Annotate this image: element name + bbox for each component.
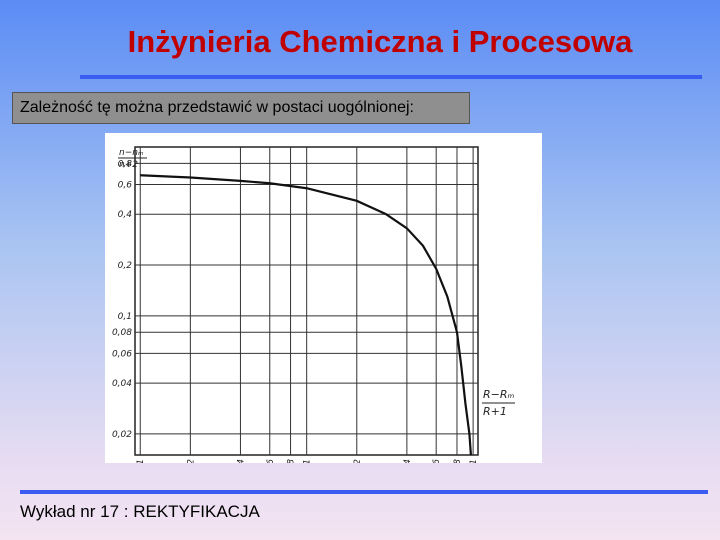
x-tick-label: 0,08 bbox=[287, 459, 297, 463]
x-tick-label: 0,2 bbox=[353, 459, 363, 463]
y-tick-label: 0,04 bbox=[112, 379, 132, 389]
x-tick-label: 0,6 bbox=[432, 459, 442, 463]
footer-rule bbox=[20, 490, 708, 494]
x-tick-label: 1 bbox=[469, 459, 479, 463]
y-tick-label: 0,2 bbox=[118, 261, 133, 271]
x-label-numerator: R−Rₘ bbox=[483, 388, 515, 401]
x-tick-label: 0,4 bbox=[403, 459, 413, 463]
y-label-numerator: n−nₘ bbox=[119, 148, 144, 158]
footer: Wykład nr 17 : REKTYFIKACJA bbox=[20, 502, 260, 521]
y-tick-label: 0,6 bbox=[118, 180, 133, 190]
x-tick-label: 0,8 bbox=[453, 459, 463, 463]
y-tick-label: 0,4 bbox=[118, 210, 133, 220]
x-tick-label: 0,1 bbox=[303, 459, 313, 463]
curve bbox=[140, 174, 473, 456]
y-label-denominator: n+2 bbox=[119, 160, 138, 170]
subtitle-box: Zależność tę można przedstawić w postaci… bbox=[12, 92, 470, 124]
title-rule bbox=[80, 75, 702, 79]
chart-background bbox=[105, 133, 542, 463]
slide-title: Inżynieria Chemiczna i Procesowa bbox=[127, 24, 633, 59]
x-label-denominator: R+1 bbox=[483, 405, 507, 418]
x-tick-label: 0,02 bbox=[186, 459, 196, 463]
y-tick-label: 0,02 bbox=[112, 430, 132, 440]
x-tick-label: 0,04 bbox=[236, 459, 246, 463]
y-tick-label: 0,1 bbox=[118, 312, 132, 322]
y-tick-label: 0,06 bbox=[112, 349, 132, 359]
x-tick-label: 0,06 bbox=[266, 459, 276, 463]
chart: 0,01 0,02 0,04 0,06 0,08 0,1 0,2 0,4 0,6 0,8 1 0,02… bbox=[105, 133, 542, 463]
x-tick-label: 0,01 bbox=[136, 459, 146, 463]
y-tick-label: 0,08 bbox=[112, 328, 132, 338]
y-tick-label: 0,8 bbox=[118, 159, 133, 169]
